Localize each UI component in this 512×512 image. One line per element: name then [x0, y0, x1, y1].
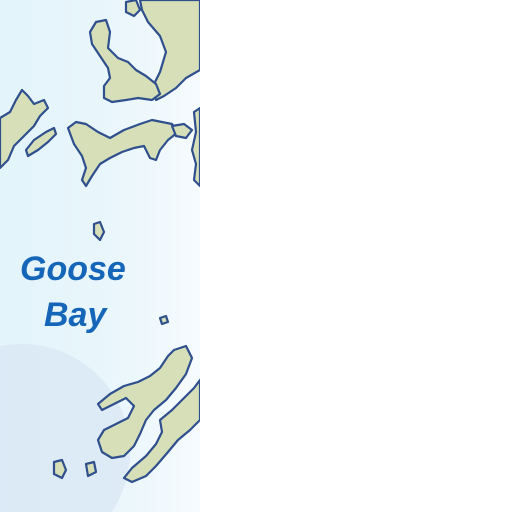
landmass-south	[96, 344, 194, 460]
island-east	[170, 122, 194, 140]
map-label-line1: Goose	[20, 250, 126, 288]
island-west	[24, 126, 58, 158]
map-label-line2: Bay	[44, 296, 107, 334]
landmass-west	[0, 88, 50, 170]
islet-4	[84, 460, 98, 478]
peninsula-north	[88, 18, 162, 104]
landmass-southeast	[122, 378, 200, 484]
blank-area	[200, 0, 512, 512]
islet-1	[92, 220, 106, 242]
island-north	[124, 0, 142, 18]
map-view[interactable]: Goose Bay	[0, 0, 200, 512]
coast-east	[190, 106, 200, 188]
landmass-central	[66, 118, 180, 188]
map-canvas	[0, 0, 200, 512]
islet-2	[158, 314, 170, 326]
depth-shading	[0, 344, 130, 512]
islet-3	[52, 458, 68, 480]
